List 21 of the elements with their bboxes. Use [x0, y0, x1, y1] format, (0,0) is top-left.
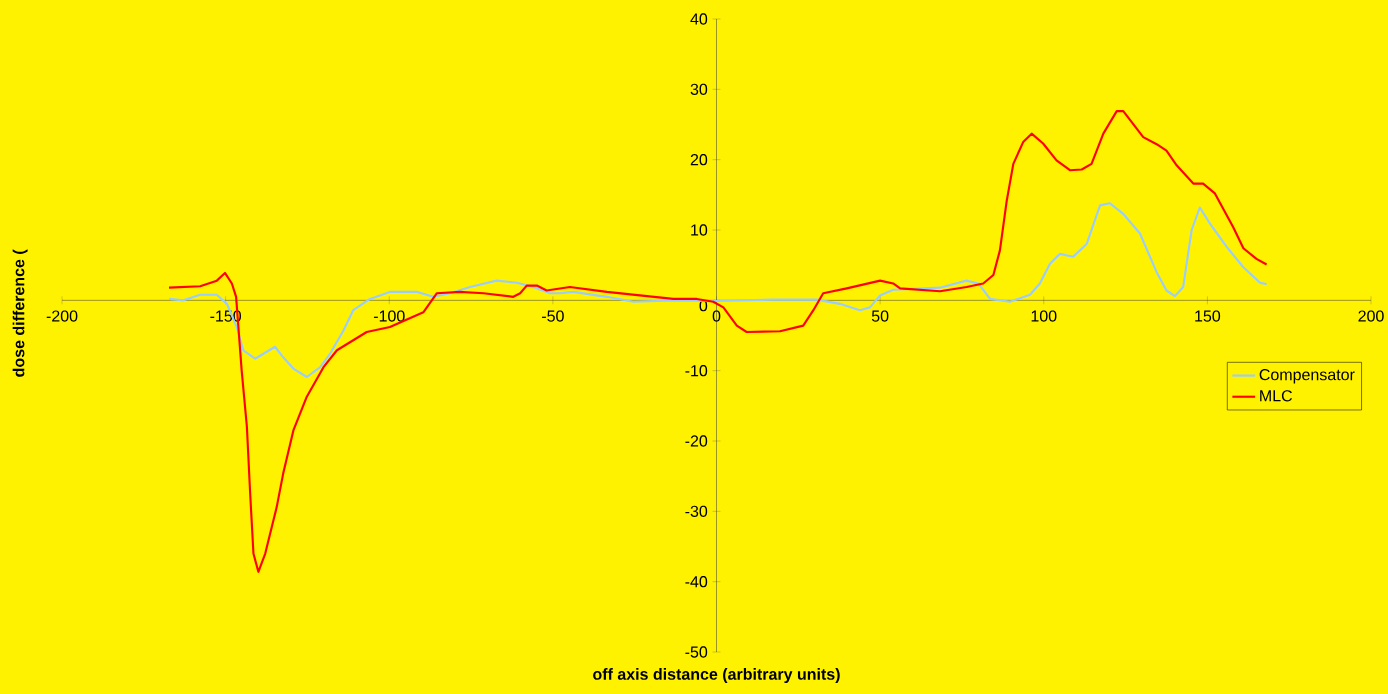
y-tick-label: 20 [690, 154, 708, 166]
legend-label: MLC [1260, 390, 1293, 402]
y-tick-label: -10 [685, 365, 708, 377]
y-axis-title: dose difference ( [12, 249, 28, 377]
x-tick-label: 150 [1195, 310, 1221, 322]
y-tick-label: -20 [685, 435, 708, 447]
y-tick-label: 10 [691, 224, 708, 236]
x-tick-label: 200 [1358, 310, 1384, 322]
x-tick-label: 50 [871, 310, 889, 322]
x-tick-label: 0 [712, 310, 721, 322]
x-tick-label: 100 [1031, 310, 1057, 322]
legend-label: Compensator [1259, 368, 1355, 384]
x-tick-label: -50 [542, 310, 564, 322]
x-tick-label: -200 [46, 310, 78, 322]
x-axis-title: off axis distance (arbitrary units) [593, 668, 840, 684]
y-tick-label: -40 [685, 576, 708, 588]
x-tick-label: -100 [373, 310, 405, 322]
y-tick-label: 40 [690, 13, 708, 25]
y-tick-label: -50 [685, 646, 708, 658]
y-tick-label: 30 [690, 83, 708, 95]
y-tick-label: -30 [685, 505, 708, 517]
